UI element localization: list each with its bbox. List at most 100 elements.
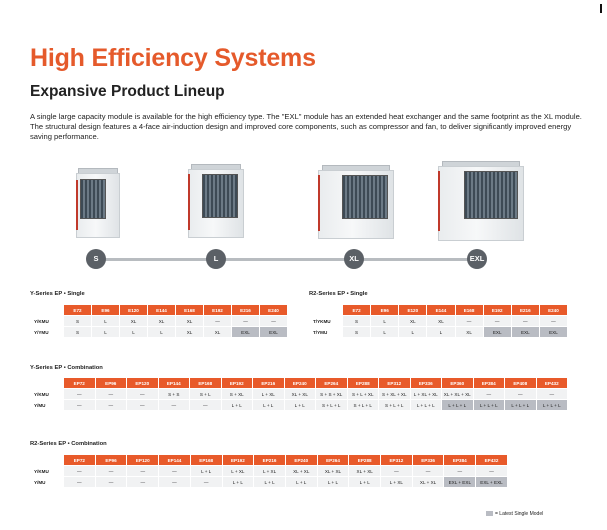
column-header: EP72: [63, 377, 96, 389]
table-cell: EXL + EXL: [443, 476, 477, 488]
column-header: EP120: [126, 377, 159, 389]
column-header: EP336: [411, 454, 445, 466]
table-cell: L: [91, 315, 120, 327]
column-header: E216: [231, 304, 260, 316]
column-header: E96: [370, 304, 400, 316]
table-row: Y/YMU S L L L XL XL EXL EXL: [30, 326, 288, 338]
table-cell: S + XL + XL: [378, 388, 411, 400]
module-xl-badge: XL: [344, 249, 364, 269]
column-header: EP312: [378, 377, 411, 389]
table-header-row: E72 E96 E120 E144 E168 E192 E216 E240: [30, 304, 288, 316]
column-header: E168: [175, 304, 204, 316]
unit-l-image: [188, 164, 244, 238]
r2-single-title: R2-Series EP • Single: [309, 291, 368, 297]
table-cell: L: [147, 326, 176, 338]
table-cell: —: [475, 465, 508, 477]
table-cell: XL: [398, 315, 428, 327]
table-cell: —: [126, 476, 160, 488]
module-l-badge: L: [206, 249, 226, 269]
table-cell: XL: [119, 315, 148, 327]
table-cell: —: [63, 476, 96, 488]
table-cell: —: [157, 399, 190, 411]
table-cell: —: [63, 399, 96, 411]
column-header: EP312: [380, 454, 413, 466]
table-cell: XL: [454, 326, 484, 338]
table-row: Y/KMU S L XL XL XL — — —: [30, 315, 288, 327]
table-cell: S + L: [189, 388, 222, 400]
column-header: E192: [203, 304, 232, 316]
table-cell: L: [398, 326, 428, 338]
table-cell: —: [482, 315, 512, 327]
table-header-row: EP72 EP96 EP120 EP144 EP168 EP192 EP216 EP240 EP…: [30, 377, 568, 389]
column-header: E120: [119, 304, 148, 316]
table-cell: EXL: [259, 326, 288, 338]
column-header: EP264: [316, 454, 350, 466]
table-cell: L: [426, 326, 456, 338]
table-cell: L + L + L: [535, 399, 568, 411]
table-cell: L + L + L: [504, 399, 537, 411]
table-cell: L + L: [253, 476, 286, 488]
table-cell: —: [231, 315, 260, 327]
column-header: EP168: [189, 377, 222, 389]
table-cell: S + L + L: [346, 399, 379, 411]
y-single-title: Y-Series EP • Single: [30, 291, 85, 297]
column-header: EP432: [475, 454, 508, 466]
table-cell: —: [472, 388, 505, 400]
table-cell: EXL: [231, 326, 260, 338]
table-cell: XL + XL: [316, 465, 350, 477]
table-cell: —: [126, 465, 160, 477]
column-header: EP96: [94, 454, 128, 466]
unit-exl-image: [438, 161, 524, 241]
table-cell: L: [370, 326, 400, 338]
column-header: E72: [63, 304, 92, 316]
column-header: E216: [510, 304, 540, 316]
column-header: EP384: [443, 454, 477, 466]
column-header: EP288: [348, 454, 382, 466]
table-cell: S + XL: [220, 388, 253, 400]
table-cell: —: [158, 476, 191, 488]
table-cell: —: [158, 465, 191, 477]
table-cell: L + L + L: [409, 399, 442, 411]
table-cell: S: [63, 326, 92, 338]
legend-text: = Latest Single Model: [495, 511, 544, 517]
table-cell: L + L: [348, 476, 382, 488]
table-cell: —: [380, 465, 413, 477]
column-header: EP168: [189, 454, 223, 466]
row-label: Y/YMU: [30, 326, 64, 338]
y-series-combination-table: EP72 EP96 EP120 EP144 EP168 EP192 EP216 EP240 EP…: [30, 377, 568, 411]
table-cell: —: [259, 315, 288, 327]
column-header: EP240: [284, 454, 318, 466]
column-header: E120: [398, 304, 428, 316]
column-header: EP192: [221, 454, 255, 466]
table-corner-cell: [309, 304, 343, 316]
table-cell: S: [341, 326, 372, 338]
column-header: EP216: [253, 454, 286, 466]
column-header: EP120: [126, 454, 160, 466]
r2-series-combination-table: EP72 EP96 EP120 EP144 EP168 EP192 EP216 EP240 EP…: [30, 454, 508, 488]
table-cell: —: [94, 388, 127, 400]
table-cell: L + XL + XL: [409, 388, 442, 400]
column-header: EP432: [535, 377, 568, 389]
column-header: E144: [426, 304, 456, 316]
lineup-connector-line: [95, 258, 479, 261]
table-cell: S + S + XL: [315, 388, 348, 400]
table-cell: L + L: [284, 476, 318, 488]
table-cell: XL: [426, 315, 456, 327]
table-corner-cell: [30, 454, 64, 466]
table-cell: S: [341, 315, 372, 327]
column-header: EP384: [472, 377, 505, 389]
table-cell: S + L + L: [378, 399, 411, 411]
table-row: T/YKMU S L XL XL — — — —: [309, 315, 569, 327]
table-cell: XL + XL: [348, 465, 382, 477]
table-cell: L: [91, 326, 120, 338]
table-corner-cell: [30, 304, 64, 316]
column-header: EP264: [315, 377, 348, 389]
table-cell: L + L + L: [472, 399, 505, 411]
column-header: EP288: [346, 377, 379, 389]
table-cell: L: [370, 315, 400, 327]
column-header: EP408: [504, 377, 537, 389]
table-cell: L + L: [220, 399, 253, 411]
column-header: E240: [538, 304, 569, 316]
column-header: EP192: [220, 377, 253, 389]
